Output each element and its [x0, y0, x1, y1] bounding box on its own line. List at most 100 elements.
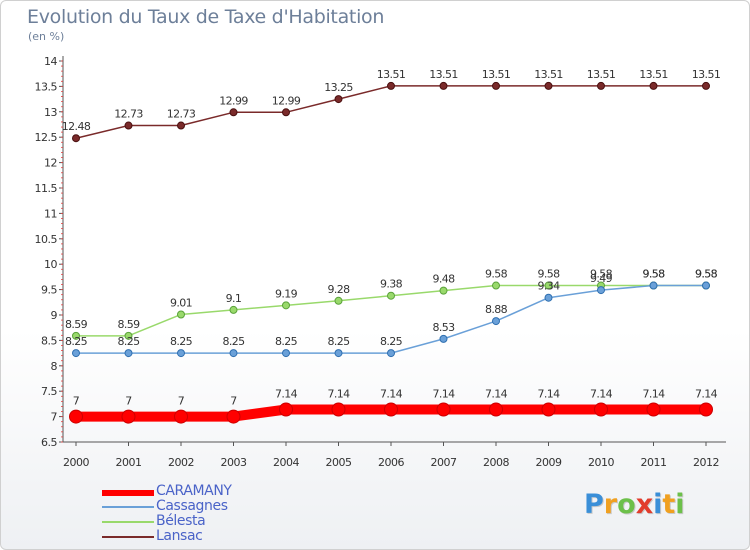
data-point	[492, 81, 500, 90]
y-tick-label: 10.5	[35, 233, 58, 246]
data-label: 7	[230, 395, 237, 408]
y-tick-label: 8.5	[41, 334, 57, 347]
data-point	[226, 409, 241, 424]
data-point	[699, 402, 713, 417]
x-tick-label: 2011	[641, 456, 667, 469]
data-label: 9.58	[642, 268, 665, 281]
data-point	[702, 281, 710, 290]
data-label: 7.14	[695, 387, 718, 400]
data-label: 7.14	[590, 387, 613, 400]
data-label: 9.58	[642, 268, 665, 281]
data-label: 13.51	[482, 68, 511, 81]
series-layer	[69, 81, 713, 424]
series-cassagnes	[72, 281, 710, 358]
data-label: 9.19	[275, 287, 298, 300]
legend-swatch	[102, 536, 154, 538]
data-label: 8.25	[170, 335, 193, 348]
legend-label: Bélesta	[156, 513, 206, 529]
y-tick-label: 11	[44, 207, 57, 220]
data-point	[436, 402, 451, 417]
chart-subtitle: (en %)	[28, 30, 65, 43]
y-tick-label: 8	[51, 360, 58, 373]
x-tick-label: 2012	[693, 456, 719, 469]
x-tick-label: 2005	[326, 456, 352, 469]
data-label: 12.73	[167, 108, 196, 121]
x-tick-label: 2003	[221, 456, 247, 469]
y-tick-label: 12.5	[35, 131, 58, 144]
data-point	[387, 349, 395, 358]
data-point	[334, 296, 343, 305]
data-label: 13.51	[587, 68, 616, 81]
data-label: 13.51	[429, 68, 458, 81]
logo-letter: x	[635, 489, 654, 520]
x-tick-label: 2007	[431, 456, 457, 469]
x-tick-label: 2000	[63, 456, 89, 469]
data-label: 9.58	[695, 268, 718, 281]
legend-swatch	[102, 506, 154, 508]
data-point	[229, 349, 238, 358]
series-bélesta	[72, 281, 710, 340]
data-label: 13.51	[692, 68, 721, 81]
data-point	[594, 402, 608, 417]
y-tick-label: 10	[44, 258, 57, 271]
data-point	[124, 349, 133, 358]
legend-swatch	[102, 521, 154, 523]
data-label: 13.51	[639, 68, 668, 81]
data-point	[72, 134, 80, 143]
data-point	[702, 81, 710, 90]
data-label: 7.14	[432, 387, 455, 400]
data-label: 8.25	[380, 335, 403, 348]
data-label: 12.48	[62, 120, 91, 133]
data-point	[334, 95, 343, 104]
data-point	[282, 301, 290, 310]
data-label: 9.01	[170, 296, 192, 309]
x-tick-label: 2001	[116, 456, 142, 469]
logo-letter: i	[675, 489, 685, 520]
data-label: 8.59	[65, 318, 88, 331]
x-tick-label: 2002	[168, 456, 194, 469]
chart-title: Evolution du Taux de Taxe d'Habitation	[27, 6, 385, 28]
x-tick-label: 2006	[378, 456, 404, 469]
logo-letter: o	[617, 489, 636, 520]
data-label: 7.14	[485, 387, 508, 400]
data-point	[177, 310, 185, 319]
data-point	[384, 402, 398, 417]
data-point	[124, 121, 133, 130]
y-tick-label: 11.5	[35, 182, 58, 195]
data-label: 9.28	[327, 283, 350, 296]
data-label: 13.51	[534, 68, 563, 81]
logo-letter: t	[662, 489, 676, 520]
series-lansac	[72, 81, 710, 143]
x-tick-label: 2010	[588, 456, 614, 469]
data-point	[72, 331, 80, 340]
logo-letter: P	[584, 489, 604, 520]
legend-label: Cassagnes	[156, 498, 228, 514]
legend-label: CARAMANY	[156, 483, 232, 499]
data-point	[597, 286, 605, 295]
logo-letter: i	[653, 489, 663, 520]
data-label: 9.58	[695, 268, 718, 281]
data-label: 8.25	[222, 335, 245, 348]
data-label: 7.14	[327, 387, 350, 400]
data-label: 12.99	[219, 94, 248, 107]
data-label: 9.58	[537, 268, 560, 281]
x-tick-label: 2009	[536, 456, 562, 469]
data-label: 9.1	[226, 292, 242, 305]
data-point	[177, 349, 185, 358]
data-point	[597, 81, 605, 90]
data-point	[282, 108, 290, 117]
data-label: 7.14	[642, 387, 665, 400]
y-tick-label: 6.5	[41, 436, 57, 449]
data-point	[439, 81, 448, 90]
data-point	[121, 409, 136, 424]
data-label: 7.14	[537, 387, 560, 400]
data-point	[279, 402, 293, 417]
data-label: 7.14	[275, 387, 298, 400]
legend-swatch	[102, 490, 154, 496]
data-label: 7	[125, 395, 132, 408]
data-point	[492, 281, 500, 290]
data-label: 8.88	[485, 303, 508, 316]
data-label: 7	[178, 395, 185, 408]
data-label: 9.48	[432, 273, 455, 286]
